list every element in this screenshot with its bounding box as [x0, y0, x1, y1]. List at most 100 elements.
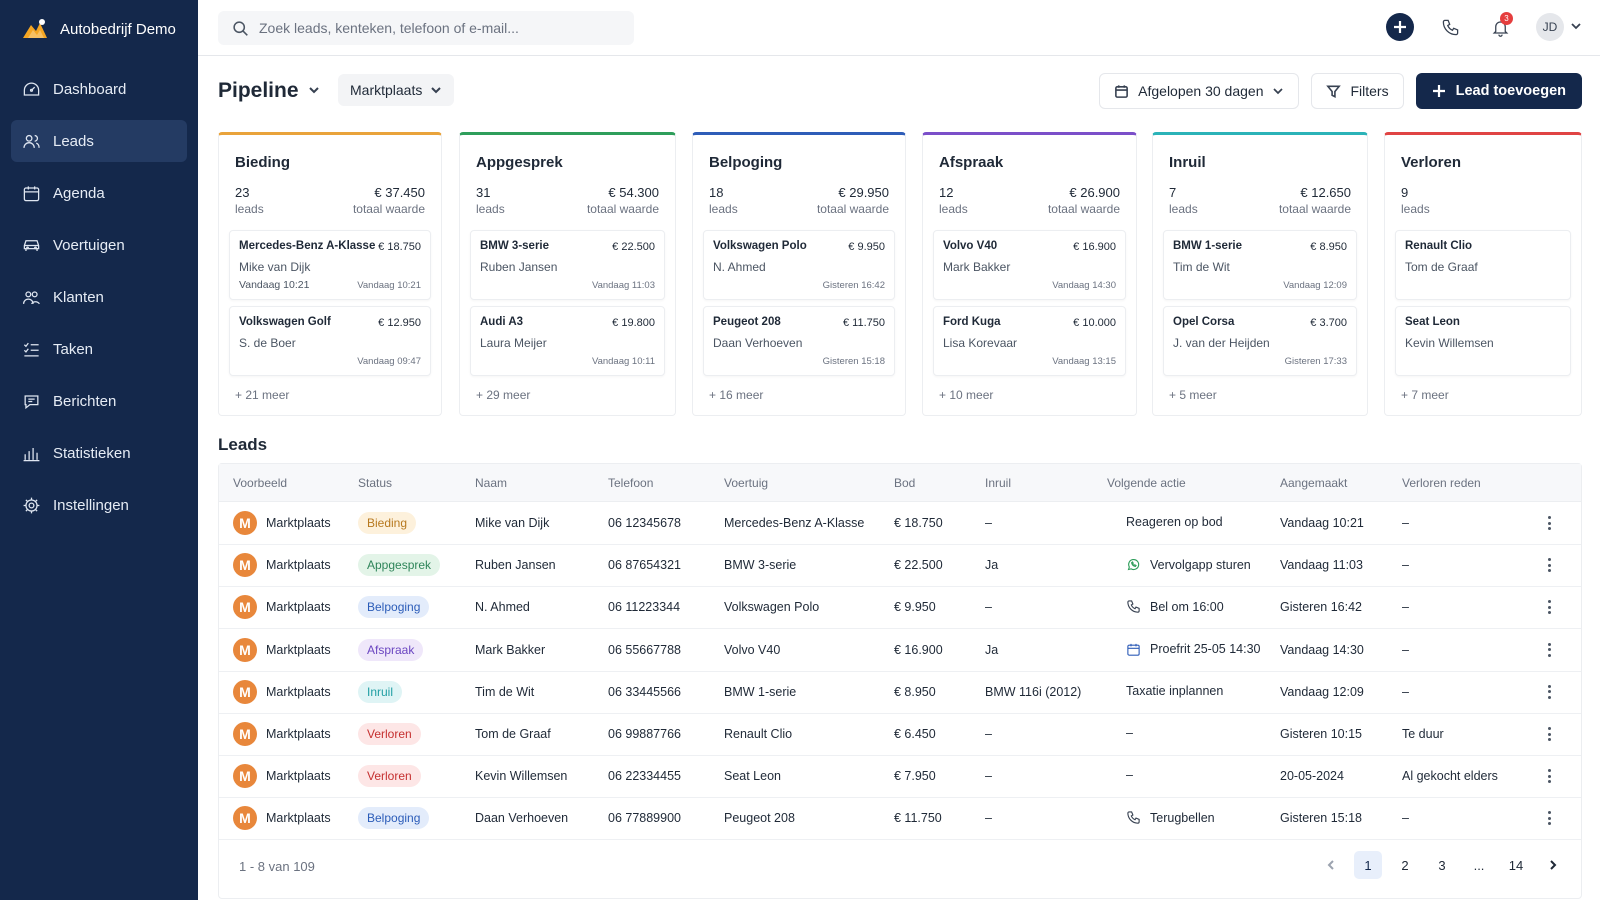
add-lead-button[interactable]: Lead toevoegen — [1415, 73, 1582, 109]
row-menu-icon[interactable] — [1541, 724, 1557, 744]
dashboard-icon — [21, 79, 41, 99]
sidebar-item-voertuigen[interactable]: Voertuigen — [11, 224, 187, 266]
lead-bid: € 16.900 — [894, 642, 943, 657]
lead-tradein: BMW 116i (2012) — [985, 684, 1082, 699]
table-row[interactable]: M Marktplaats Bieding Mike van Dijk 06 12345… — [219, 502, 1581, 545]
lead-card[interactable]: Audi A3 € 19.800 Laura Meijer Vandaag 10:11 — [470, 306, 665, 376]
sidebar-item-agenda[interactable]: Agenda — [11, 172, 187, 214]
users-icon — [21, 131, 41, 151]
lead-card[interactable]: Volkswagen Polo € 9.950 N. Ahmed Gisteren 1… — [703, 230, 895, 300]
column-title[interactable]: Appgesprek — [476, 154, 563, 171]
phone-button[interactable] — [1436, 13, 1464, 41]
table-row[interactable]: M Marktplaats Appgesprek Ruben Jansen 06 876… — [219, 544, 1581, 588]
row-menu-icon[interactable] — [1541, 513, 1557, 533]
row-menu-icon[interactable] — [1541, 766, 1557, 786]
filters-button[interactable]: Filters — [1311, 73, 1404, 109]
lead-card[interactable]: BMW 1-serie € 8.950 Tim de Wit Vandaag 12:0… — [1163, 230, 1357, 300]
lead-card[interactable]: Volkswagen Golf € 12.950 S. de Boer Vandaag… — [229, 306, 431, 376]
lead-card[interactable]: Peugeot 208 € 11.750 Daan Verhoeven Gistere… — [703, 306, 895, 376]
lead-bid: € 11.750 — [894, 811, 942, 826]
row-menu-icon[interactable] — [1541, 640, 1557, 660]
card-customer-name: Kevin Willemsen — [1405, 336, 1494, 350]
quick-add-button[interactable] — [1386, 13, 1414, 41]
lead-card[interactable]: Mercedes-Benz A-Klasse € 18.750 Mike van D… — [229, 230, 431, 300]
lead-name: Kevin Willemsen — [475, 769, 568, 784]
marktplaats-icon: M — [233, 806, 257, 831]
user-menu[interactable]: JD — [1536, 13, 1582, 41]
column-more-link[interactable]: + 16 meer — [709, 388, 764, 402]
column-header[interactable]: Status — [358, 476, 393, 490]
sidebar-item-dashboard[interactable]: Dashboard — [11, 68, 187, 110]
lead-card[interactable]: Seat Leon Kevin Willemsen — [1395, 306, 1571, 376]
row-menu-icon[interactable] — [1541, 682, 1557, 702]
source-filter-select[interactable]: Marktplaats — [338, 74, 455, 106]
card-vehicle: Renault Clio — [1405, 240, 1473, 252]
next-action[interactable]: Vervolgapp sturen — [1126, 557, 1251, 572]
status-badge: Belpoging — [358, 596, 430, 619]
chat-icon — [24, 394, 38, 409]
column-title[interactable]: Verloren — [1401, 154, 1462, 171]
column-header[interactable]: Volgende actie — [1107, 476, 1186, 490]
sidebar-item-label: Dashboard — [53, 80, 127, 98]
column-more-link[interactable]: + 7 meer — [1401, 388, 1449, 402]
sidebar-item-statistieken[interactable]: Statistieken — [11, 432, 187, 474]
row-menu-icon[interactable] — [1541, 597, 1557, 617]
column-header[interactable]: Inruil — [985, 476, 1012, 490]
pipeline-title-dropdown[interactable]: Pipeline — [218, 73, 321, 109]
brand[interactable]: Autobedrijf Demo — [0, 0, 198, 58]
plus-icon — [1432, 85, 1445, 97]
chevron-down-icon — [307, 83, 321, 100]
column-header[interactable]: Voertuig — [724, 476, 769, 490]
next-action[interactable]: Terugbellen — [1126, 810, 1215, 825]
lead-card[interactable]: BMW 3-serie € 22.500 Ruben Jansen Vandaag 1… — [470, 230, 665, 300]
next-action-label: – — [1126, 768, 1133, 783]
date-range-select[interactable]: Afgelopen 30 dagen — [1099, 73, 1300, 109]
lead-card[interactable]: Ford Kuga € 10.000 Lisa Korevaar Vandaag 13… — [933, 306, 1126, 376]
column-header[interactable]: Naam — [475, 476, 508, 490]
sidebar-item-instellingen[interactable]: Instellingen — [11, 484, 187, 526]
column-header[interactable]: Bod — [894, 476, 916, 490]
table-row[interactable]: M Marktplaats Belpoging N. Ahmed 06 11223344… — [219, 586, 1581, 630]
lead-card[interactable]: Renault Clio Tom de Graaf — [1395, 230, 1571, 300]
column-header[interactable]: Voorbeeld — [233, 476, 288, 490]
row-menu-icon[interactable] — [1541, 555, 1557, 575]
column-more-link[interactable]: + 29 meer — [476, 388, 531, 402]
column-header[interactable]: Verloren reden — [1402, 476, 1481, 490]
table-row[interactable]: M Marktplaats Afspraak Mark Bakker 06 556677… — [219, 629, 1581, 672]
sidebar-item-klanten[interactable]: Klanten — [11, 276, 187, 318]
lead-card[interactable]: Opel Corsa € 3.700 J. van der Heijden Giste… — [1163, 306, 1357, 376]
table-row[interactable]: M Marktplaats Verloren Tom de Graaf 06 99887… — [219, 713, 1581, 756]
column-header[interactable]: Aangemaakt — [1280, 476, 1348, 490]
pagination-prev-button[interactable] — [1317, 851, 1345, 879]
column-title[interactable]: Afspraak — [939, 154, 1004, 171]
column-title[interactable]: Bieding — [235, 154, 290, 171]
table-row[interactable]: M Marktplaats Inruil Tim de Wit 06 33445566 B… — [219, 671, 1581, 714]
sidebar-item-berichten[interactable]: Berichten — [11, 380, 187, 422]
column-header[interactable]: Telefoon — [608, 476, 654, 490]
column-more-link[interactable]: + 21 meer — [235, 388, 290, 402]
lead-card[interactable]: Volvo V40 € 16.900 Mark Bakker Vandaag 14:3… — [933, 230, 1126, 300]
notifications-button[interactable]: 3 — [1486, 12, 1514, 41]
row-menu-icon[interactable] — [1541, 808, 1557, 828]
marktplaats-icon: M — [233, 595, 257, 620]
sidebar-item-leads[interactable]: Leads — [11, 120, 187, 162]
column-more-link[interactable]: + 5 meer — [1169, 388, 1217, 402]
next-action[interactable]: Proefrit 25-05 14:30 — [1126, 642, 1261, 657]
status-badge: Verloren — [358, 723, 421, 745]
search-input[interactable] — [259, 20, 619, 36]
pagination-page[interactable]: 1 — [1354, 851, 1382, 879]
column-title[interactable]: Inruil — [1169, 154, 1206, 171]
column-more-link[interactable]: + 10 meer — [939, 388, 994, 402]
pagination-page[interactable]: 3 — [1438, 857, 1446, 873]
next-action[interactable]: Bel om 16:00 — [1126, 599, 1224, 614]
pagination-next-button[interactable] — [1539, 851, 1567, 879]
pagination-page[interactable]: 2 — [1401, 857, 1409, 873]
search-box[interactable] — [218, 11, 634, 45]
sidebar-item-taken[interactable]: Taken — [11, 328, 187, 370]
card-price: € 12.950 — [378, 317, 421, 329]
table-row[interactable]: M Marktplaats Belpoging Daan Verhoeven 06 77… — [219, 797, 1581, 841]
table-row[interactable]: M Marktplaats Verloren Kevin Willemsen 06 22… — [219, 755, 1581, 799]
lead-name: Tom de Graaf — [475, 727, 551, 741]
pagination-page[interactable]: 14 — [1508, 857, 1524, 873]
column-title[interactable]: Belpoging — [709, 154, 783, 171]
